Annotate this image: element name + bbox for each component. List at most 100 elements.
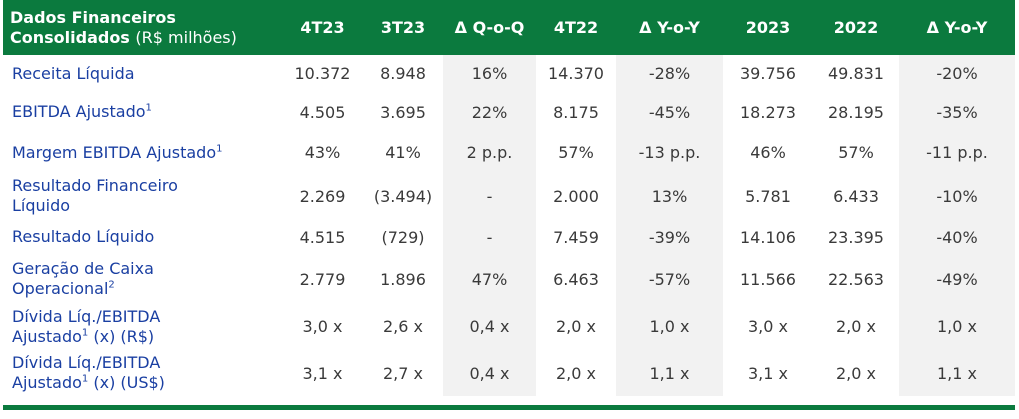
table-cell: 3,0 x — [302, 317, 343, 336]
header-title: Dados Financeiros Consolidados (R$ milhõ… — [3, 0, 282, 55]
table-cell: 2,7 x — [383, 363, 423, 383]
table-cell: 41% — [385, 143, 421, 162]
table-cell: 3,0 x — [748, 317, 788, 336]
footnote-marker: 1 — [145, 102, 152, 114]
table-cell: 1,0 x — [616, 303, 723, 350]
table-cell: 1,1 x — [899, 350, 1015, 396]
row-label: Receita Líquida — [3, 55, 282, 92]
table-cell: -13 p.p. — [616, 132, 723, 173]
table-cell: 22.563 — [828, 269, 884, 289]
table-cell: (729) — [381, 227, 425, 247]
table-cell: 22% — [443, 92, 536, 132]
table-cell: 6.433 — [833, 186, 879, 206]
table-cell: 4.515 — [299, 227, 346, 247]
table-cell: -10% — [899, 173, 1015, 219]
table-row: Dívida Líq./EBITDA Ajustado1 (x) (R$) 3,0 … — [3, 303, 1015, 350]
col-header: 4T23 — [282, 0, 363, 55]
col-header: Δ Y-o-Y — [899, 0, 1015, 55]
table-cell: 3,1 x — [748, 363, 788, 383]
col-header: 4T22 — [536, 0, 616, 55]
table-cell: (3.494) — [373, 186, 433, 206]
row-label: Dívida Líq./EBITDA Ajustado1 (x) (R$) — [3, 303, 282, 350]
col-header: Δ Q-o-Q — [443, 0, 536, 55]
col-header: 2023 — [723, 0, 813, 55]
table-cell: 2,0 x — [836, 363, 876, 383]
table-row: Resultado Líquido 4.515 (729) -7.459 -39% 14.… — [3, 219, 1015, 255]
row-label-tail: (x) (US$) — [88, 373, 165, 392]
row-label-text-line2: Ajustado — [12, 373, 82, 392]
table-cell: 16% — [443, 55, 536, 92]
row-label-text: Dívida Líq./EBITDA — [12, 306, 161, 326]
row-label-text: EBITDA Ajustado — [12, 102, 146, 121]
header-title-bold: Consolidados — [10, 27, 130, 47]
table-cell: 6.463 — [553, 269, 599, 289]
header-unit: (R$ milhões) — [135, 27, 237, 47]
table-cell: 57% — [558, 143, 594, 162]
footnote-marker: 1 — [216, 143, 223, 155]
col-header: 2022 — [813, 0, 899, 55]
footnote-marker: 2 — [108, 279, 115, 291]
table-cell: 14.370 — [548, 64, 604, 83]
table-cell: -49% — [899, 255, 1015, 303]
row-label: Geração de Caixa Operacional2 — [3, 255, 282, 303]
row-label: Resultado Líquido — [3, 219, 282, 255]
table-cell: -11 p.p. — [899, 132, 1015, 173]
table-cell: 8.175 — [553, 102, 599, 122]
table-cell: 2 p.p. — [443, 132, 536, 173]
footnote-marker: 1 — [81, 327, 89, 339]
table-cell: 0,4 x — [443, 350, 536, 396]
table-row: Receita Líquida 10.372 8.948 16% 14.370 -28% 3… — [3, 55, 1015, 92]
table-cell: 7.459 — [553, 227, 599, 247]
table-cell: 23.395 — [828, 227, 884, 247]
table-cell: 1.896 — [380, 269, 426, 289]
table-cell: 8.948 — [380, 64, 426, 83]
table-cell: 2,0 x — [556, 363, 596, 383]
table-cell: -57% — [616, 255, 723, 303]
table-row: EBITDA Ajustado1 4.505 3.695 22% 8.175 -45% 18… — [3, 92, 1015, 132]
table-cell: -28% — [616, 55, 723, 92]
table-cell: 39.756 — [740, 64, 796, 83]
row-label-text-line2: Ajustado — [12, 326, 82, 346]
row-label-text-line2: Líquido — [12, 196, 71, 215]
table-cell: 49.831 — [828, 64, 884, 83]
table-cell: 4.505 — [299, 102, 346, 122]
table-cell: 2.269 — [299, 186, 346, 206]
row-label-text: Dívida Líq./EBITDA — [12, 353, 161, 372]
table-cell: 2.779 — [299, 269, 346, 289]
header-title-line1: Dados Financeiros — [10, 7, 176, 27]
table-cell: 3.695 — [380, 102, 426, 122]
row-label: Dívida Líq./EBITDA Ajustado1 (x) (US$) — [3, 350, 282, 396]
row-label: Resultado Financeiro Líquido — [3, 173, 282, 219]
table-cell: 46% — [750, 143, 786, 162]
financial-summary-table: Dados Financeiros Consolidados (R$ milhõ… — [3, 0, 1015, 396]
table-cell: -35% — [899, 92, 1015, 132]
table-cell: 47% — [443, 255, 536, 303]
table-cell: -40% — [899, 219, 1015, 255]
footnote-marker: 1 — [81, 373, 89, 385]
row-label-text: Receita Líquida — [12, 63, 135, 83]
row-label-text: Resultado Financeiro — [12, 176, 178, 195]
col-header: 3T23 — [363, 0, 443, 55]
table-row: Geração de Caixa Operacional2 2.779 1.896 47… — [3, 255, 1015, 303]
table-cell: -39% — [616, 219, 723, 255]
table-cell: 0,4 x — [443, 303, 536, 350]
table-cell: 57% — [838, 143, 874, 162]
row-label: Margem EBITDA Ajustado1 — [3, 132, 282, 173]
col-header: Δ Y-o-Y — [616, 0, 723, 55]
table-cell: -45% — [616, 92, 723, 132]
row-label-text: Geração de Caixa — [12, 259, 154, 278]
row-label-tail: (x) (R$) — [88, 326, 155, 346]
table-cell: 5.781 — [745, 186, 791, 206]
table-cell: 28.195 — [828, 102, 884, 122]
table-cell: - — [443, 173, 536, 219]
table-cell: 13% — [616, 173, 723, 219]
table-cell: 11.566 — [740, 269, 796, 289]
table-row: Dívida Líq./EBITDA Ajustado1 (x) (US$) 3,1… — [3, 350, 1015, 396]
table-row: Margem EBITDA Ajustado1 43% 41% 2 p.p. 57% -1… — [3, 132, 1015, 173]
table-cell: 1,0 x — [899, 303, 1015, 350]
table-cell: 2.000 — [553, 186, 599, 206]
table-cell: -20% — [899, 55, 1015, 92]
row-label: EBITDA Ajustado1 — [3, 92, 282, 132]
table-cell: 2,0 x — [836, 317, 876, 336]
